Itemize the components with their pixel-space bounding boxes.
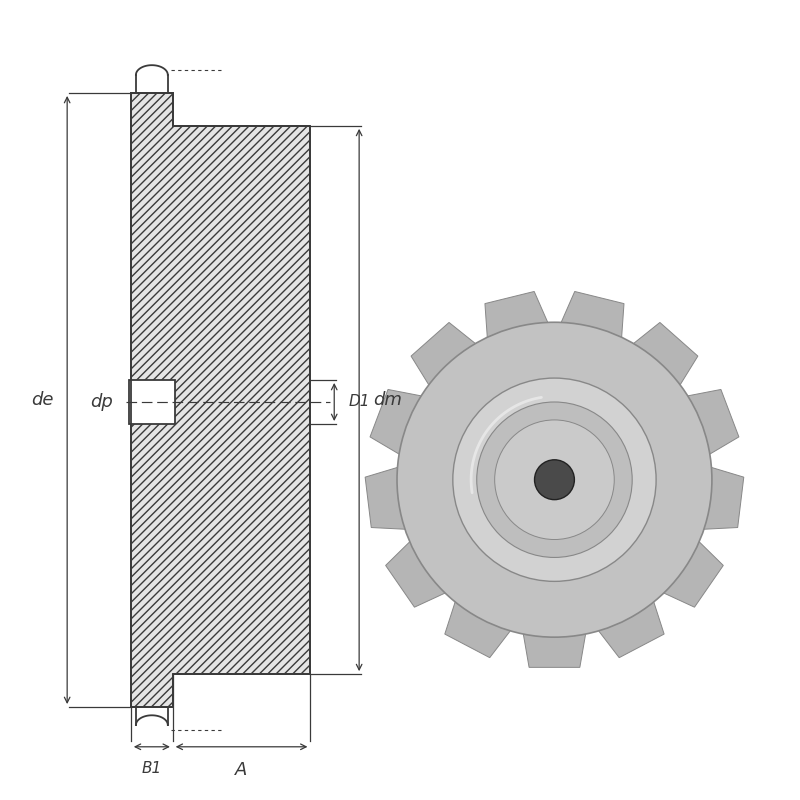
Polygon shape: [695, 465, 744, 530]
Polygon shape: [370, 390, 430, 458]
Polygon shape: [365, 465, 414, 530]
Polygon shape: [626, 322, 698, 392]
Polygon shape: [411, 322, 482, 392]
Text: de: de: [30, 391, 54, 409]
Polygon shape: [594, 594, 664, 658]
Polygon shape: [522, 626, 587, 667]
Text: D1: D1: [348, 394, 370, 410]
Text: A: A: [235, 761, 248, 778]
Polygon shape: [558, 291, 624, 346]
Circle shape: [494, 420, 614, 539]
Polygon shape: [129, 380, 174, 424]
Circle shape: [534, 460, 574, 500]
Circle shape: [477, 402, 632, 558]
Polygon shape: [131, 93, 310, 707]
Circle shape: [453, 378, 656, 582]
Polygon shape: [445, 594, 515, 658]
Polygon shape: [656, 536, 723, 607]
Text: B1: B1: [142, 761, 162, 776]
Polygon shape: [485, 291, 551, 346]
Polygon shape: [679, 390, 739, 458]
Text: dp: dp: [90, 393, 113, 411]
Text: dm: dm: [373, 391, 402, 409]
Polygon shape: [386, 536, 453, 607]
Circle shape: [397, 322, 712, 637]
